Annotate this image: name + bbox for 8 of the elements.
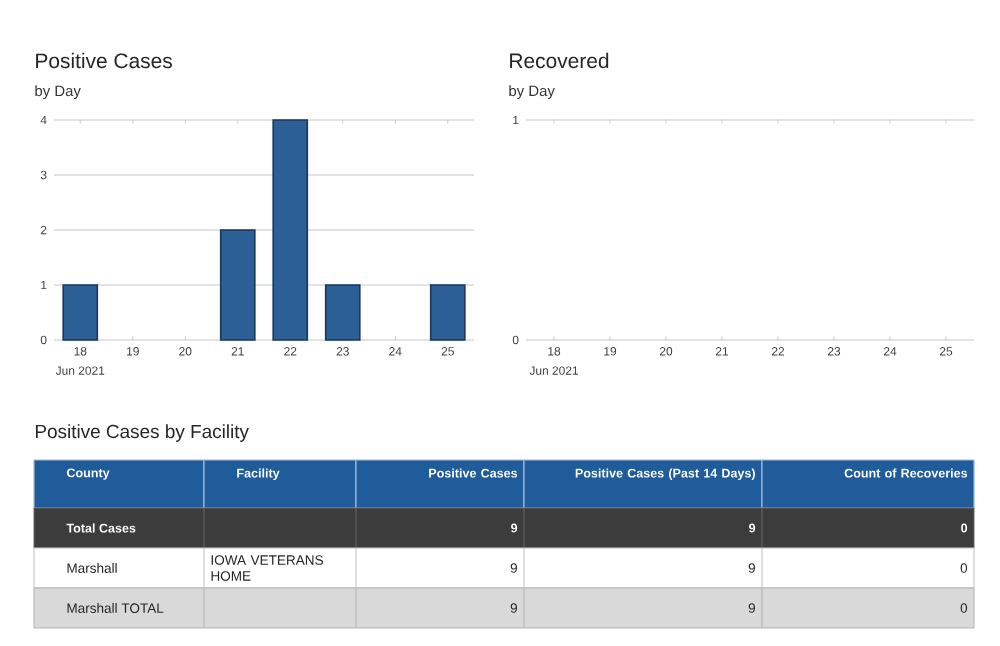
bar [272,119,309,341]
chart-title: Recovered [510,52,609,69]
chart-title: Positive Cases [36,52,172,69]
bar [219,229,256,341]
bar [324,284,361,341]
bar [62,284,99,341]
bar [429,284,466,341]
text: Positive Cases by Facility [35,424,249,442]
